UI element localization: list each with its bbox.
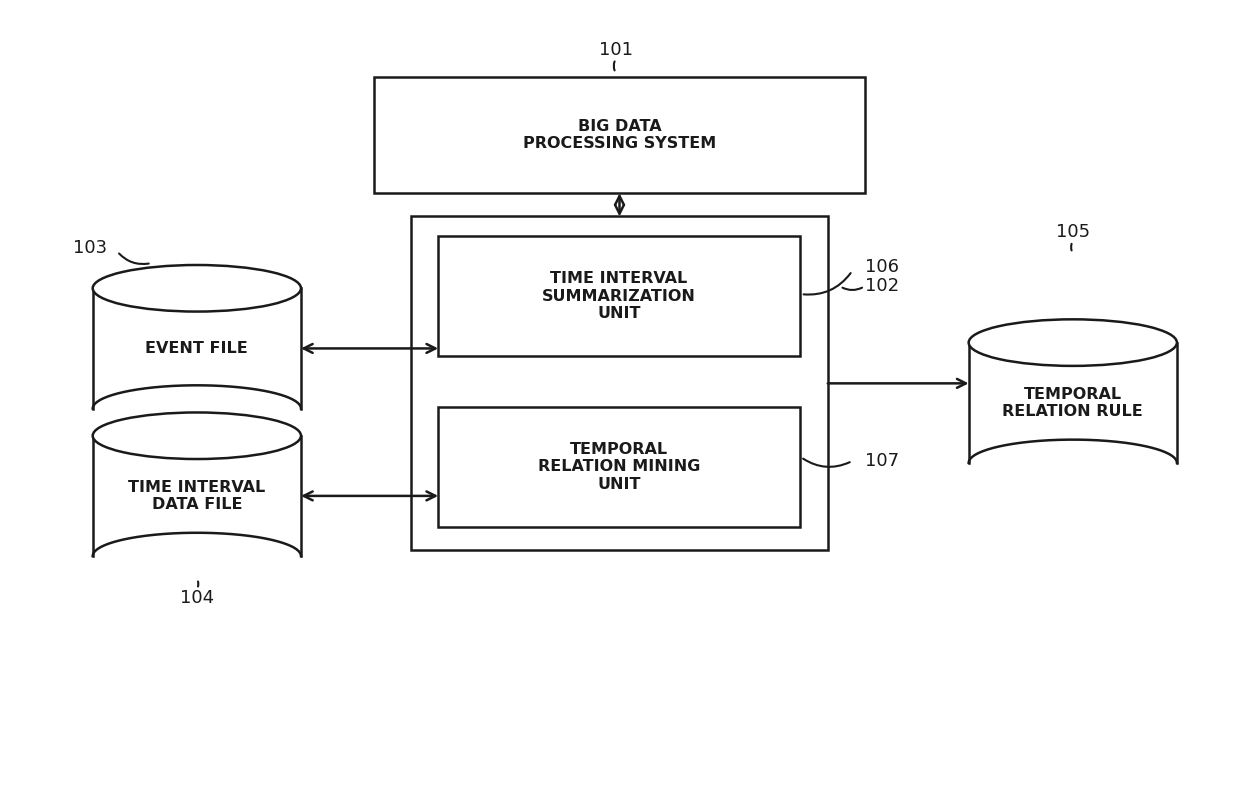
Ellipse shape (969, 319, 1177, 366)
Ellipse shape (93, 532, 301, 579)
Bar (439, 407, 799, 527)
Bar (93, 288, 301, 408)
Text: TIME INTERVAL
DATA FILE: TIME INTERVAL DATA FILE (128, 480, 265, 512)
FancyArrowPatch shape (119, 254, 149, 264)
Text: 103: 103 (73, 239, 108, 257)
Text: TEMPORAL
RELATION RULE: TEMPORAL RELATION RULE (1002, 386, 1144, 419)
Ellipse shape (969, 439, 1177, 486)
Text: 107: 107 (865, 452, 898, 470)
FancyArrowPatch shape (803, 459, 850, 467)
FancyArrowPatch shape (804, 273, 851, 295)
Ellipse shape (93, 386, 301, 432)
Bar (374, 77, 865, 194)
Text: TIME INTERVAL
SUMMARIZATION
UNIT: TIME INTERVAL SUMMARIZATION UNIT (541, 271, 696, 321)
Text: 101: 101 (598, 40, 633, 58)
Text: BIG DATA
PROCESSING SYSTEM: BIG DATA PROCESSING SYSTEM (523, 118, 716, 151)
Text: EVENT FILE: EVENT FILE (145, 341, 248, 356)
Text: TEMPORAL
RELATION MINING
UNIT: TEMPORAL RELATION MINING UNIT (538, 442, 700, 491)
Text: 106: 106 (865, 258, 898, 276)
Text: 105: 105 (1056, 223, 1090, 241)
Bar (439, 236, 799, 356)
Text: 102: 102 (865, 277, 898, 295)
Bar (969, 343, 1177, 463)
Ellipse shape (93, 412, 301, 459)
Ellipse shape (93, 265, 301, 311)
FancyArrowPatch shape (843, 288, 862, 290)
Bar (93, 436, 301, 556)
Text: 104: 104 (180, 589, 214, 608)
Bar (411, 216, 828, 550)
